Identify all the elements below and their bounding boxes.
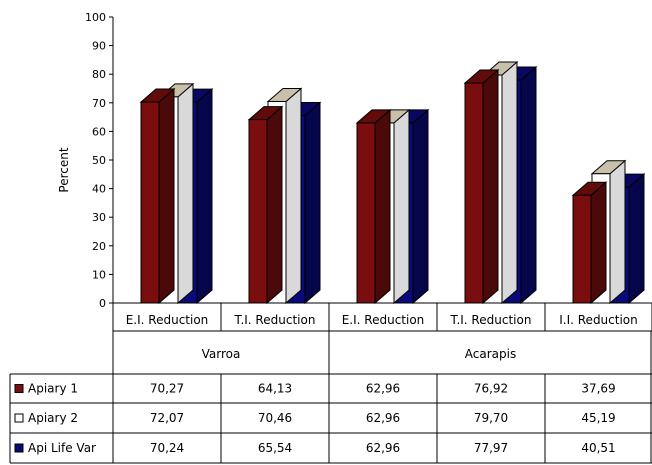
bar [247,105,284,305]
bar-side [628,173,645,305]
y-axis-label: Percent [57,147,71,192]
bar [139,87,176,305]
table-cell: 72,07 [150,411,184,425]
category-label: E.I. Reduction [126,313,209,327]
bar-front [572,194,592,304]
bars-layer [139,60,646,305]
table-cell: 70,27 [150,382,184,396]
legend-label: Apiary 2 [28,411,78,425]
bar-side [304,101,321,305]
bar-front [356,122,376,304]
bar-side [412,108,429,305]
bar-side [374,108,391,305]
bar [463,68,500,305]
table-cell: 77,97 [474,441,508,455]
table-cell: 65,54 [258,441,292,455]
table-cell: 64,13 [258,382,292,396]
category-label: E.I. Reduction [342,313,425,327]
bar-side [158,87,175,305]
table-cell: 70,24 [150,441,184,455]
table-cell: 62,96 [366,441,400,455]
y-tick-label: 0 [99,297,106,310]
table-cell: 70,46 [258,411,292,425]
y-tick-label: 30 [92,211,106,224]
group-label: Varroa [202,347,241,361]
y-tick-label: 50 [92,154,106,167]
legend-label: Api Life Var [28,441,96,455]
bar-front [140,101,160,304]
y-tick-label: 20 [92,240,106,253]
bar [571,181,608,305]
group-label: Acarapis [465,347,516,361]
y-tick-label: 80 [92,68,106,81]
bar-side [609,159,626,305]
category-label: T.I. Reduction [450,313,532,327]
table-cell: 76,92 [474,382,508,396]
y-tick-label: 40 [92,183,106,196]
bar-side [482,68,499,305]
table-cell: 79,70 [474,411,508,425]
y-tick-label: 100 [85,11,106,24]
y-tick-label: 90 [92,40,106,53]
table-cell: 40,51 [581,441,615,455]
bar-front [248,119,268,304]
bar-side [196,88,213,305]
data-table: E.I. Reduction T.I. Reduction E.I. Reducti… [9,303,652,464]
bar-side [393,108,410,305]
bar [355,108,392,305]
table-cell: 37,69 [581,382,615,396]
legend-swatch [14,443,24,453]
table-cell: 62,96 [366,382,400,396]
category-label: T.I. Reduction [234,313,316,327]
y-tick-label: 60 [92,125,106,138]
legend-swatch [14,413,24,423]
y-tick-label: 10 [92,268,106,281]
bar-side [590,181,607,305]
bar-side [177,82,194,305]
table-cell: 45,19 [581,411,615,425]
legend-swatch [14,384,24,393]
category-label: I.I. Reduction [559,313,638,327]
bar-side [520,65,537,305]
y-tick-label: 70 [92,97,106,110]
bar-side [285,87,302,305]
bar-side [266,105,283,305]
legend-label: Apiary 1 [28,382,78,396]
table-cell: 62,96 [366,411,400,425]
bar-front [464,82,484,304]
bar-side [501,60,518,305]
